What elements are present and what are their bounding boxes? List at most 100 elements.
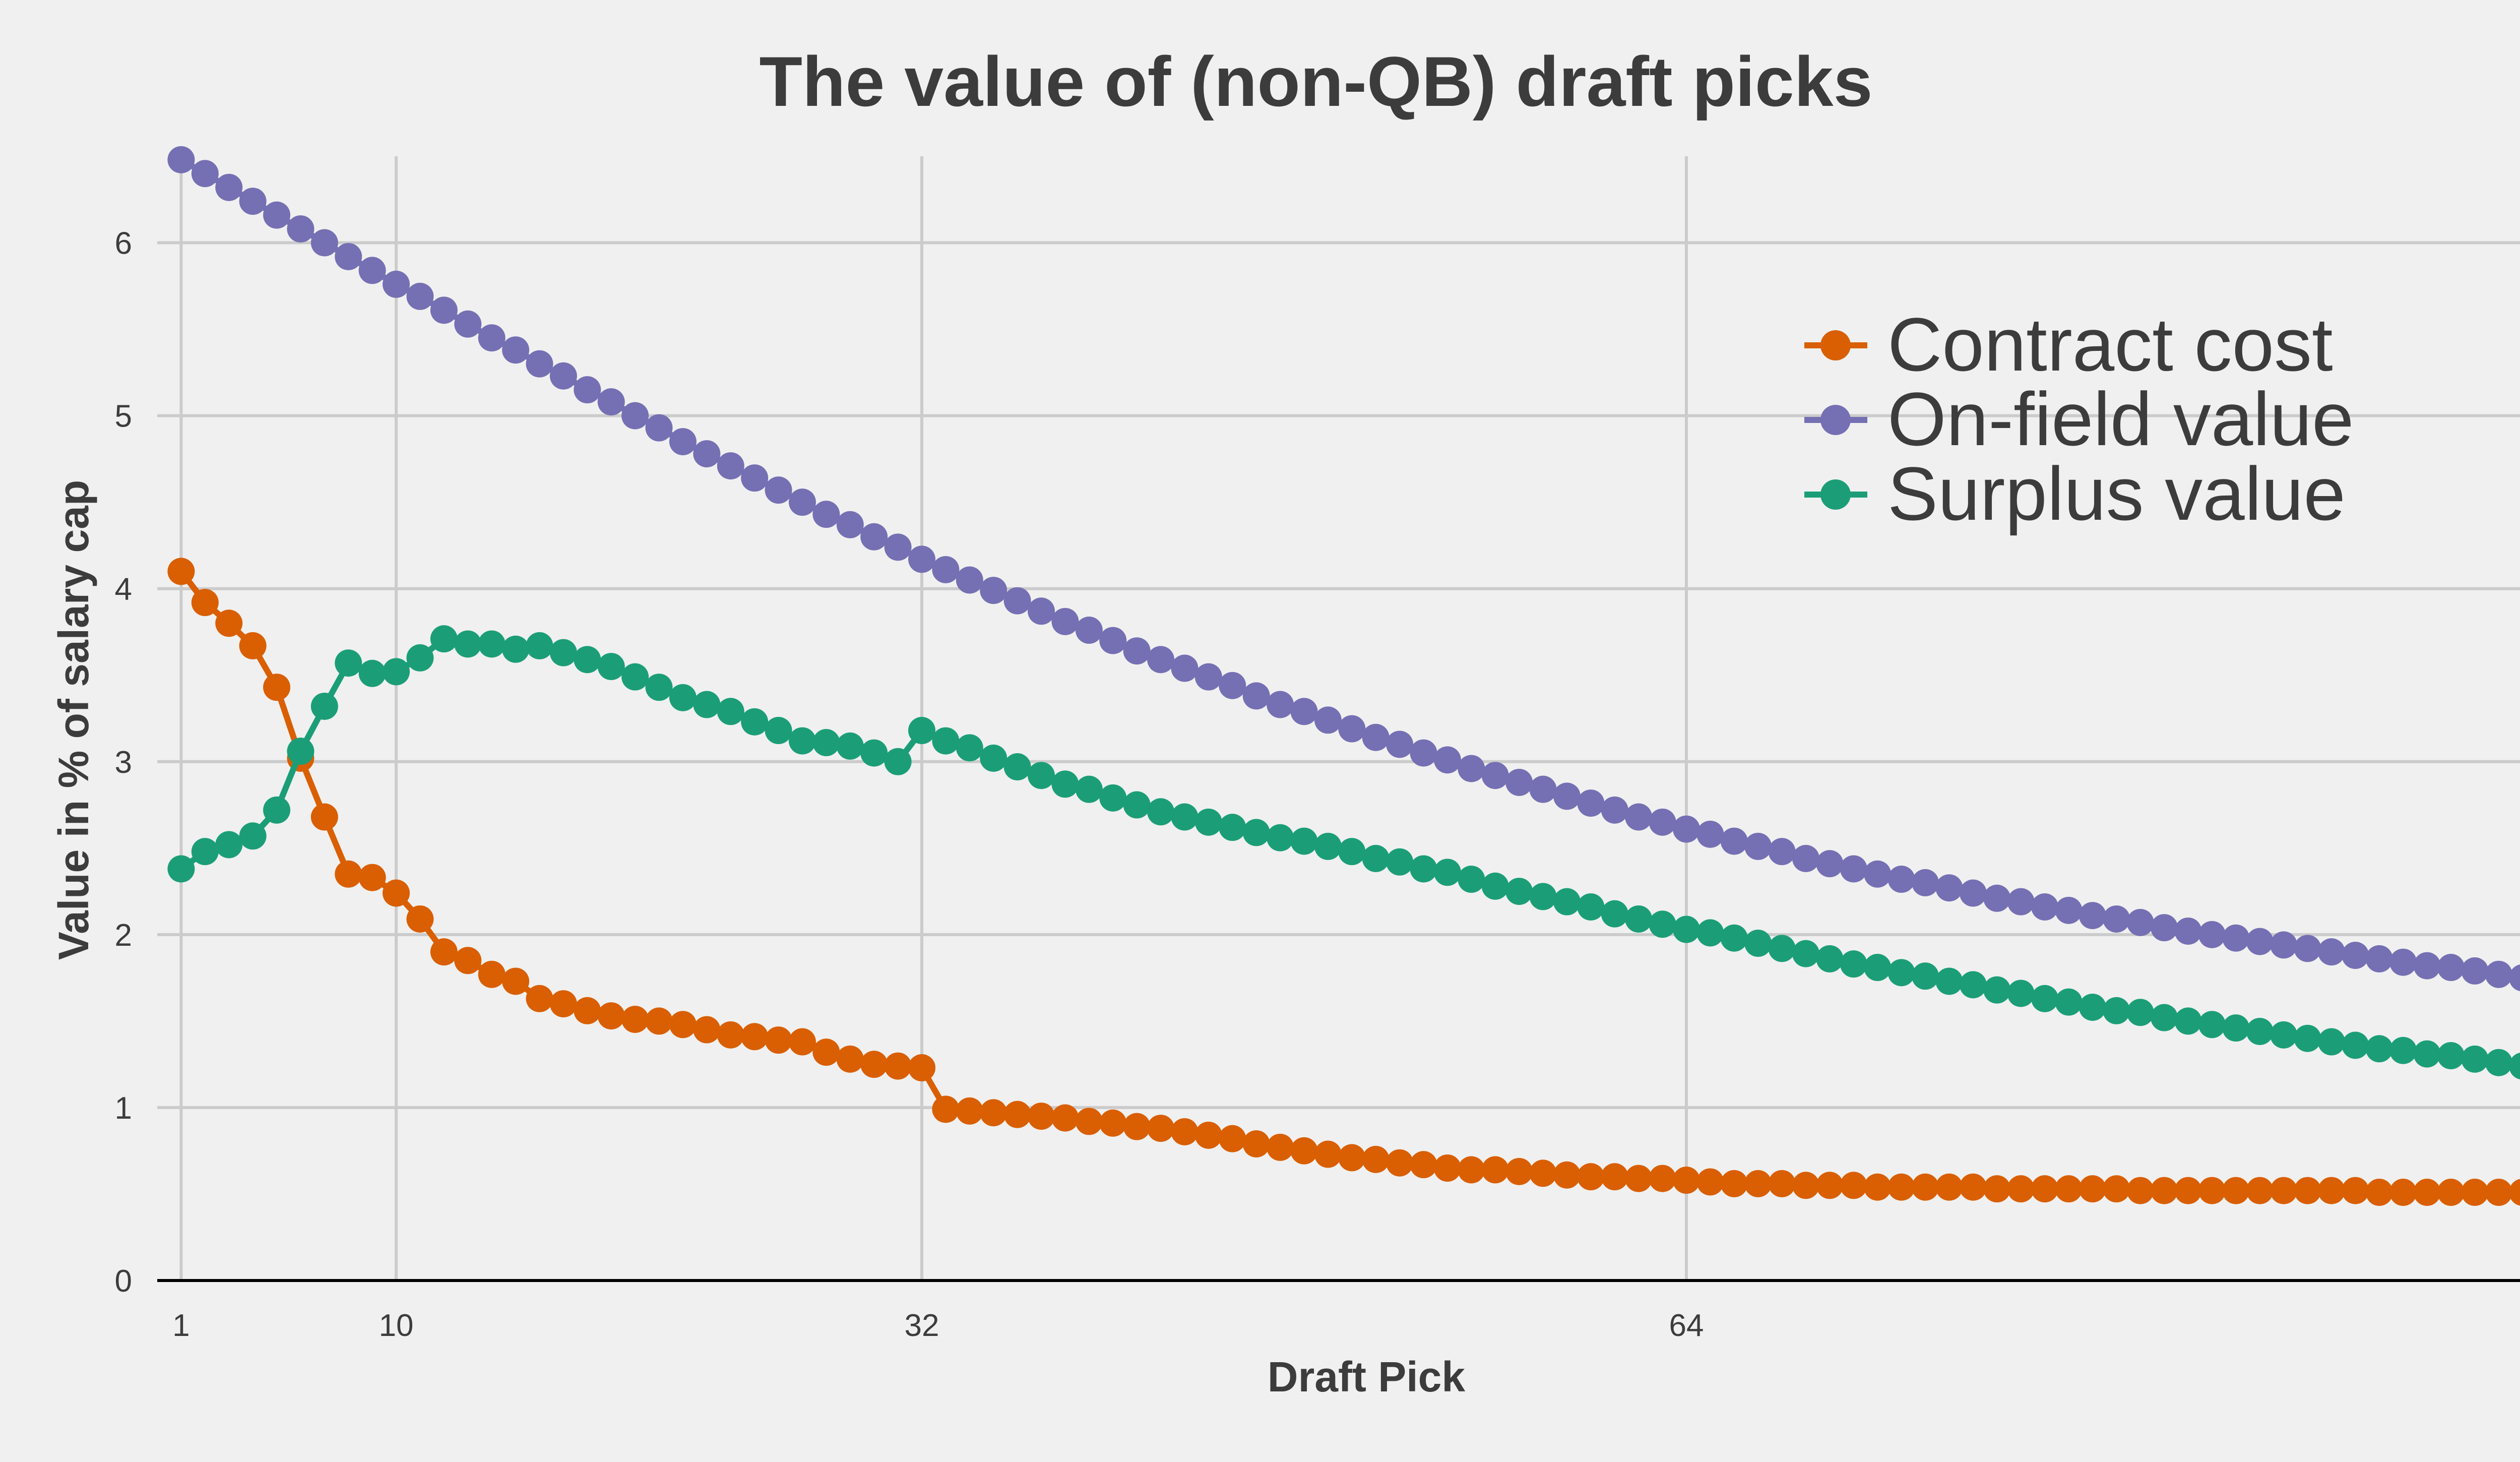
data-point-contract-cost	[2031, 1175, 2059, 1203]
data-point-surplus-value	[2365, 1035, 2393, 1063]
data-point-on-field-value	[2485, 960, 2512, 988]
data-point-contract-cost	[574, 997, 601, 1024]
data-point-contract-cost	[1912, 1173, 1939, 1201]
y-axis-label: Value in % of salary cap	[50, 480, 97, 960]
data-point-on-field-value	[502, 336, 530, 364]
data-point-contract-cost	[1983, 1175, 2011, 1203]
data-point-contract-cost	[383, 879, 410, 907]
data-point-surplus-value	[812, 729, 840, 757]
data-point-contract-cost	[1816, 1172, 1844, 1199]
data-point-contract-cost	[765, 1026, 792, 1054]
data-point-contract-cost	[1386, 1149, 1414, 1177]
data-point-on-field-value	[2198, 921, 2226, 948]
data-point-contract-cost	[1696, 1168, 1724, 1196]
data-point-contract-cost	[669, 1011, 697, 1039]
data-point-contract-cost	[1768, 1170, 1796, 1197]
data-point-contract-cost	[645, 1007, 673, 1035]
data-point-contract-cost	[406, 905, 434, 933]
data-point-contract-cost	[1362, 1145, 1390, 1173]
data-point-surplus-value	[2103, 997, 2130, 1024]
data-point-surplus-value	[2342, 1031, 2369, 1059]
legend-label: Surplus value	[1887, 451, 2346, 536]
legend-label: On-field value	[1887, 377, 2354, 461]
data-point-surplus-value	[2461, 1045, 2489, 1073]
data-point-contract-cost	[1290, 1137, 1318, 1165]
data-point-surplus-value	[263, 796, 291, 824]
data-point-on-field-value	[2007, 888, 2035, 916]
data-point-contract-cost	[621, 1005, 649, 1033]
data-point-on-field-value	[1696, 820, 1724, 848]
data-point-on-field-value	[1362, 723, 1390, 751]
series-on-field-value	[167, 146, 2520, 992]
y-tick-label: 4	[115, 572, 132, 607]
data-point-surplus-value	[1458, 866, 1485, 893]
data-point-on-field-value	[1123, 637, 1151, 665]
data-point-on-field-value	[1529, 775, 1557, 803]
data-point-on-field-value	[2078, 902, 2106, 930]
data-point-on-field-value	[1505, 768, 1533, 796]
data-point-surplus-value	[1912, 962, 1939, 990]
data-point-surplus-value	[860, 739, 888, 767]
data-point-surplus-value	[1887, 959, 1915, 987]
data-point-contract-cost	[1433, 1154, 1461, 1182]
data-point-on-field-value	[478, 324, 506, 352]
data-point-surplus-value	[2126, 999, 2154, 1026]
data-point-on-field-value	[1792, 844, 1820, 872]
ticks: 01234561103264100	[115, 226, 1704, 1343]
data-point-on-field-value	[1768, 838, 1796, 866]
legend-item-contract-cost: Contract cost	[1804, 302, 2333, 387]
data-point-contract-cost	[2389, 1179, 2417, 1206]
data-point-contract-cost	[1075, 1108, 1103, 1135]
data-point-contract-cost	[1028, 1103, 1055, 1130]
data-point-surplus-value	[1219, 814, 1246, 841]
data-point-on-field-value	[2509, 964, 2520, 992]
data-point-surplus-value	[1386, 848, 1414, 876]
data-point-contract-cost	[2103, 1175, 2130, 1203]
data-point-contract-cost	[478, 960, 506, 988]
data-point-contract-cost	[549, 990, 577, 1018]
data-point-on-field-value	[2103, 905, 2130, 933]
data-point-contract-cost	[1864, 1173, 1892, 1201]
data-point-contract-cost	[1887, 1173, 1915, 1201]
data-point-on-field-value	[1912, 869, 1939, 896]
data-point-on-field-value	[1577, 789, 1605, 817]
data-point-contract-cost	[310, 803, 338, 831]
data-point-contract-cost	[1267, 1133, 1294, 1161]
data-point-surplus-value	[2222, 1014, 2250, 1042]
data-point-surplus-value	[669, 684, 697, 711]
data-point-contract-cost	[1219, 1125, 1246, 1152]
data-point-surplus-value	[1481, 872, 1509, 900]
data-point-contract-cost	[908, 1054, 935, 1082]
data-point-on-field-value	[1075, 617, 1103, 644]
data-point-on-field-value	[2270, 931, 2298, 959]
data-point-on-field-value	[1003, 587, 1031, 615]
data-point-on-field-value	[2437, 954, 2465, 982]
data-point-on-field-value	[693, 440, 721, 468]
data-point-contract-cost	[1099, 1109, 1127, 1137]
data-point-surplus-value	[741, 708, 769, 736]
data-point-on-field-value	[167, 146, 195, 173]
data-point-surplus-value	[1864, 954, 1892, 982]
data-point-surplus-value	[454, 630, 482, 658]
data-point-on-field-value	[2365, 945, 2393, 972]
data-point-on-field-value	[2222, 924, 2250, 952]
data-point-contract-cost	[812, 1039, 840, 1066]
data-point-surplus-value	[1601, 900, 1628, 928]
y-tick-label: 5	[115, 399, 132, 434]
data-point-surplus-value	[2270, 1021, 2298, 1049]
data-point-surplus-value	[1147, 798, 1175, 826]
data-point-on-field-value	[788, 489, 816, 516]
data-point-surplus-value	[1529, 883, 1557, 910]
grid	[157, 156, 2520, 1282]
data-point-surplus-value	[1314, 832, 1342, 860]
data-point-surplus-value	[836, 732, 864, 760]
data-point-on-field-value	[1864, 860, 1892, 888]
data-point-contract-cost	[2174, 1177, 2202, 1204]
data-point-contract-cost	[1529, 1160, 1557, 1187]
data-point-contract-cost	[1314, 1140, 1342, 1168]
data-point-on-field-value	[1171, 654, 1199, 682]
data-point-on-field-value	[549, 362, 577, 390]
data-point-on-field-value	[2461, 957, 2489, 985]
